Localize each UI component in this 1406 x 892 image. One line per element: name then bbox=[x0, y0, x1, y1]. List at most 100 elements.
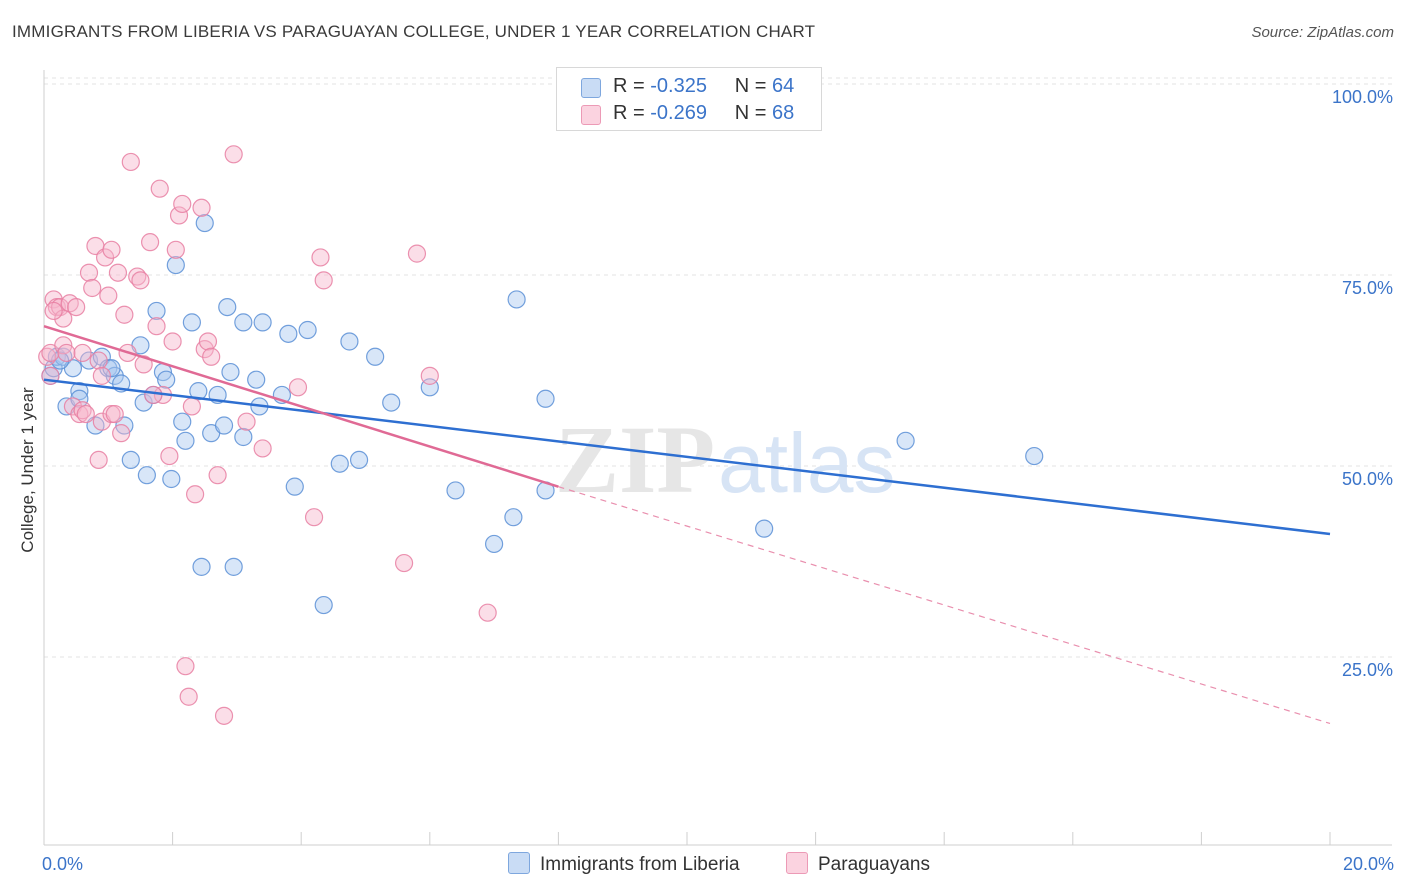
paraguayans-point bbox=[115, 305, 134, 324]
liberia-point bbox=[214, 416, 234, 435]
bottom-legend-swatch-paraguayans bbox=[786, 852, 808, 874]
grid-lines bbox=[44, 77, 1392, 658]
liberia-point bbox=[507, 290, 526, 309]
liberia-point bbox=[70, 389, 89, 408]
liberia-point bbox=[536, 389, 555, 408]
liberia-point bbox=[70, 382, 89, 401]
bottom-legend-paraguayans: Paraguayans bbox=[786, 852, 930, 876]
paraguayans-point bbox=[478, 603, 497, 622]
legend-r-value: -0.325 bbox=[650, 75, 707, 97]
liberia-point bbox=[234, 313, 253, 332]
paraguayans-point bbox=[163, 332, 182, 351]
paraguayans-point bbox=[237, 412, 256, 431]
paraguayans-point bbox=[198, 332, 218, 351]
paraguayans-point bbox=[54, 309, 73, 328]
paraguayans-point bbox=[288, 378, 308, 397]
paraguayans-point bbox=[420, 366, 439, 385]
liberia-point bbox=[192, 557, 211, 576]
paraguayans-point bbox=[67, 298, 86, 317]
paraguayans-point bbox=[95, 248, 115, 267]
liberia-point bbox=[147, 301, 166, 321]
liberia-point bbox=[279, 324, 298, 343]
paraguayans-point bbox=[99, 286, 118, 305]
liberia-point bbox=[218, 298, 237, 317]
y-axis-label: College, Under 1 year bbox=[18, 387, 37, 553]
paraguayans-point bbox=[105, 404, 124, 424]
paraguayans-point bbox=[160, 446, 179, 466]
paraguayans-point bbox=[112, 424, 131, 443]
liberia-point bbox=[157, 370, 176, 389]
paraguayans-point bbox=[192, 198, 211, 217]
liberia-point bbox=[224, 557, 243, 576]
paraguayans-point bbox=[79, 263, 99, 282]
paraguayans-point bbox=[202, 347, 221, 366]
paraguayans-point bbox=[314, 271, 333, 290]
liberia-point bbox=[349, 450, 369, 469]
trend-lines bbox=[43, 325, 1331, 725]
y-tick-label: 75.0% bbox=[1342, 278, 1393, 298]
bottom-legend-swatch-liberia bbox=[508, 852, 530, 874]
legend-r-label: R = bbox=[613, 75, 651, 97]
paraguayans-trend-extension bbox=[558, 486, 1331, 725]
x-tick-label: 20.0% bbox=[1343, 854, 1394, 874]
liberia-point bbox=[189, 382, 208, 401]
paraguayans-point bbox=[89, 351, 108, 370]
axes bbox=[43, 70, 1392, 846]
watermark-zip: ZIP bbox=[555, 406, 715, 513]
liberia-point bbox=[298, 320, 317, 340]
chart-title: IMMIGRANTS FROM LIBERIA VS PARAGUAYAN CO… bbox=[12, 22, 816, 41]
paraguayans-point bbox=[144, 385, 163, 405]
liberia-point bbox=[134, 393, 153, 412]
liberia-point bbox=[285, 477, 304, 496]
bottom-legend-label-liberia: Immigrants from Liberia bbox=[540, 854, 740, 875]
liberia-point bbox=[366, 347, 385, 366]
paraguayans-point bbox=[134, 355, 153, 374]
y-tick-label: 50.0% bbox=[1342, 469, 1393, 489]
source-label: Source: ZipAtlas.com bbox=[1251, 24, 1394, 41]
liberia-point bbox=[504, 508, 523, 527]
y-tick-label: 25.0% bbox=[1342, 660, 1393, 680]
paraguayans-point bbox=[150, 179, 169, 198]
paraguayans-point bbox=[102, 240, 121, 259]
paraguayans-point bbox=[44, 301, 63, 321]
paraguayans-point bbox=[76, 404, 95, 424]
paraguayans-point bbox=[407, 244, 427, 263]
paraguayans-point bbox=[253, 439, 272, 458]
legend-n-label: N = bbox=[734, 75, 773, 97]
liberia-point bbox=[137, 466, 156, 485]
liberia-point bbox=[382, 393, 401, 412]
paraguayans-point bbox=[173, 194, 192, 214]
legend-r-value: -0.269 bbox=[650, 102, 707, 124]
liberia-point bbox=[173, 412, 192, 431]
liberia-point bbox=[182, 313, 201, 332]
liberia-point bbox=[314, 595, 333, 615]
paraguayans-point bbox=[73, 343, 92, 363]
paraguayans-point bbox=[108, 263, 128, 282]
paraguayans-point bbox=[89, 450, 108, 469]
paraguayans-point bbox=[311, 248, 330, 267]
paraguayans-point bbox=[121, 152, 140, 172]
liberia-point bbox=[896, 431, 915, 450]
legend-n-label: N = bbox=[734, 102, 773, 124]
paraguayans-point bbox=[166, 240, 185, 259]
paraguayans-trend-line bbox=[43, 325, 559, 488]
watermark: ZIP atlas bbox=[555, 406, 895, 513]
paraguayans-point bbox=[140, 233, 160, 252]
paraguayans-point bbox=[214, 706, 234, 725]
legend-n-value: 64 bbox=[772, 75, 795, 97]
correlation-legend: R = -0.325 N = 64 R = -0.269 N = 68 bbox=[556, 67, 822, 131]
liberia-point bbox=[221, 362, 240, 382]
liberia-point bbox=[446, 481, 465, 500]
paraguayans-point bbox=[304, 508, 324, 527]
liberia-point bbox=[176, 431, 195, 450]
paraguayans-point bbox=[83, 278, 102, 298]
paraguayans-point bbox=[57, 343, 76, 363]
series-liberia-points bbox=[41, 213, 1044, 615]
paraguayans-point bbox=[182, 397, 201, 416]
series-paraguayans-points bbox=[38, 145, 497, 725]
liberia-point bbox=[195, 213, 214, 233]
legend-n-value: 68 bbox=[772, 102, 795, 124]
paraguayans-point bbox=[169, 206, 189, 225]
paraguayans-point bbox=[147, 317, 166, 336]
